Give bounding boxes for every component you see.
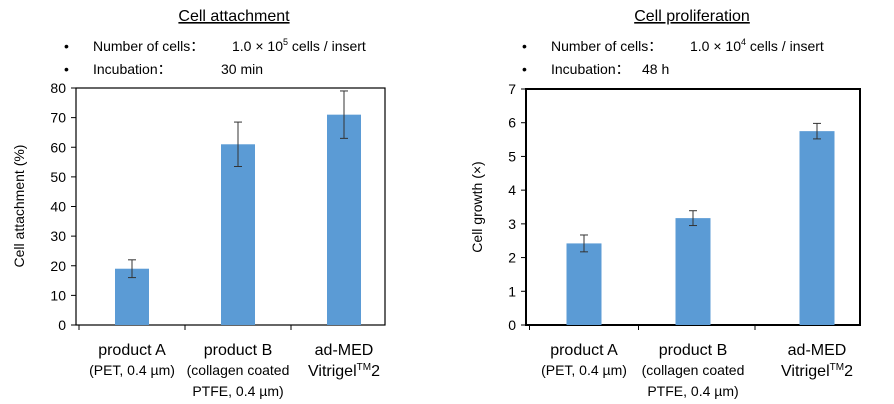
y-tick-label: 3	[508, 216, 516, 232]
chart-1: Cell attachment • Number of cells： 1.0 × 10…	[11, 8, 386, 399]
chart-title: Cell attachment	[178, 8, 290, 25]
category-label: product A	[550, 342, 618, 359]
note-bullet: •	[64, 61, 69, 77]
note-value: 48 h	[642, 61, 669, 77]
category-label: ad-MED	[315, 342, 374, 359]
category-label: ad-MED	[788, 342, 847, 359]
note-value: 1.0 × 104 cells / insert	[690, 37, 824, 54]
bar	[566, 243, 602, 325]
category-sublabel: VitrigelTM2	[308, 362, 380, 380]
bar	[675, 218, 711, 325]
bar	[327, 114, 361, 325]
y-tick-label: 50	[50, 169, 66, 185]
y-tick-label: 4	[508, 182, 516, 198]
y-tick-label: 20	[50, 258, 66, 274]
y-tick-label: 7	[508, 81, 516, 97]
note-label: Number of cells：	[93, 38, 204, 54]
y-axis-label: Cell growth (×)	[469, 161, 485, 252]
chart-2: Cell proliferation • Number of cells： 1.0 ×…	[469, 8, 861, 399]
note-bullet: •	[522, 38, 527, 54]
category-label: product B	[659, 342, 727, 359]
y-tick-label: 40	[50, 199, 66, 215]
note-bullet: •	[522, 61, 527, 77]
y-tick-label: 6	[508, 115, 516, 131]
category-sublabel: VitrigelTM2	[781, 362, 853, 380]
chart-title: Cell proliferation	[634, 8, 750, 25]
bar	[221, 144, 255, 325]
y-tick-label: 0	[508, 317, 516, 333]
y-tick-label: 10	[50, 287, 66, 303]
y-tick-label: 0	[58, 317, 66, 333]
note-bullet: •	[64, 38, 69, 54]
category-sublabel: (collagen coated	[642, 362, 745, 378]
y-axis-label: Cell attachment (%)	[11, 145, 27, 268]
y-tick-label: 60	[50, 139, 66, 155]
y-tick-label: 70	[50, 110, 66, 126]
note-value: 30 min	[221, 61, 263, 77]
note-label: Incubation：	[551, 61, 630, 77]
category-sublabel: (collagen coated	[187, 362, 290, 378]
category-sublabel-2: PTFE, 0.4 µm)	[647, 383, 738, 399]
note-value: 1.0 × 105 cells / insert	[232, 37, 366, 54]
category-sublabel-2: PTFE, 0.4 µm)	[192, 383, 283, 399]
category-label: product B	[204, 342, 272, 359]
category-sublabel: (PET, 0.4 µm)	[89, 362, 175, 378]
y-tick-label: 1	[508, 283, 516, 299]
category-sublabel: (PET, 0.4 µm)	[541, 362, 627, 378]
note-label: Number of cells：	[551, 38, 662, 54]
bar	[799, 131, 835, 325]
y-tick-label: 30	[50, 228, 66, 244]
category-label: product A	[98, 342, 166, 359]
note-label: Incubation：	[93, 61, 172, 77]
y-tick-label: 2	[508, 250, 516, 266]
y-tick-label: 80	[50, 80, 66, 96]
y-tick-label: 5	[508, 148, 516, 164]
